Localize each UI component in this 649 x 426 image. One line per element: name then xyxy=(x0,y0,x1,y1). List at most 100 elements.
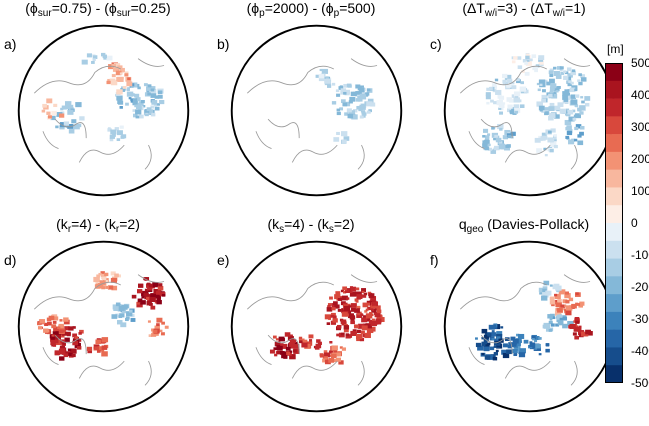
map-cell xyxy=(344,101,351,107)
map-cell xyxy=(565,112,571,117)
map-cell xyxy=(356,313,363,318)
map-cell xyxy=(556,314,563,320)
map-cell xyxy=(491,338,495,341)
map-cell xyxy=(501,73,508,79)
map-cell xyxy=(358,323,365,329)
map-cell xyxy=(581,100,585,104)
map-cell xyxy=(574,113,582,119)
map-cell xyxy=(51,334,57,339)
colorbar-segment xyxy=(605,98,623,117)
map-cell xyxy=(372,301,379,307)
map-cell xyxy=(128,309,133,313)
map-cell xyxy=(354,298,359,302)
map-cell xyxy=(523,89,529,94)
map-cell xyxy=(328,350,333,354)
map-cell xyxy=(494,145,500,151)
map-cell xyxy=(515,338,522,343)
map-cell xyxy=(137,283,144,288)
map-cell xyxy=(502,343,508,348)
map-cell xyxy=(490,99,494,103)
map-cell xyxy=(150,88,155,92)
map-cell xyxy=(564,119,572,126)
map-cell xyxy=(125,102,129,106)
map-cell xyxy=(341,295,348,301)
map-cell xyxy=(562,299,568,304)
map-cell xyxy=(490,332,497,337)
map-cell xyxy=(151,328,155,332)
map-cell xyxy=(156,299,162,305)
coastline xyxy=(144,360,152,386)
map-cell xyxy=(136,302,143,308)
map-cell xyxy=(555,301,562,308)
map-cell xyxy=(325,76,329,80)
map-cell xyxy=(499,127,503,131)
map-cell xyxy=(53,339,59,344)
map-cell xyxy=(525,61,532,66)
map-cell xyxy=(293,344,300,349)
map-cell xyxy=(487,342,491,346)
map-cell xyxy=(101,337,109,343)
map-cell xyxy=(59,333,65,338)
map-cell xyxy=(146,296,151,300)
map-cell xyxy=(526,59,530,62)
colorbar-segment xyxy=(605,169,623,188)
map-cell xyxy=(574,88,578,92)
map-cell xyxy=(369,311,373,315)
coastline xyxy=(570,360,578,386)
map-cell xyxy=(579,301,585,306)
map-cell xyxy=(538,353,542,356)
map-boundary-circle xyxy=(443,24,616,197)
map-cell xyxy=(512,348,518,354)
map-cell xyxy=(362,323,367,327)
map-cell xyxy=(542,135,548,140)
map-cell xyxy=(116,76,122,82)
map-panel-f: qgeo (Davies-Pollack) f) xyxy=(426,216,622,416)
map-cell xyxy=(550,323,555,327)
map-cell xyxy=(567,109,574,115)
map-cell xyxy=(117,65,123,70)
map-cell xyxy=(511,107,517,112)
map-cell xyxy=(567,67,572,71)
map-cell xyxy=(517,65,523,69)
map-cell xyxy=(567,73,573,78)
map-cell xyxy=(291,339,297,344)
map-cell xyxy=(565,291,569,295)
map-cell xyxy=(365,308,369,311)
map-cell xyxy=(147,109,154,114)
map-cell xyxy=(157,94,163,99)
map-cell xyxy=(50,336,55,340)
map-cell xyxy=(539,292,543,295)
map-cell xyxy=(541,98,547,103)
map-cell xyxy=(486,87,491,91)
map-cell xyxy=(324,78,331,84)
map-cell xyxy=(344,89,350,95)
map-cell xyxy=(42,103,47,108)
map-cell xyxy=(549,102,555,107)
map-cell xyxy=(580,126,585,130)
map-cell xyxy=(549,90,554,93)
map-cell xyxy=(140,99,145,104)
map-cell xyxy=(572,332,577,336)
map-cell xyxy=(68,104,74,109)
map-cell xyxy=(531,54,537,59)
map-cell xyxy=(150,305,156,310)
map-cell xyxy=(570,70,577,76)
colorbar-segment xyxy=(605,276,623,295)
map-cell xyxy=(122,85,127,89)
map-cell xyxy=(548,70,554,75)
map-cell xyxy=(146,282,151,286)
map-cell xyxy=(553,283,560,289)
map-cell xyxy=(374,305,381,311)
map-cell xyxy=(483,337,489,342)
map-cell xyxy=(92,58,96,61)
map-cell xyxy=(281,343,288,349)
coastline xyxy=(246,65,334,94)
map-cell xyxy=(114,273,119,278)
map-cell xyxy=(513,353,518,357)
map-cell xyxy=(506,108,512,113)
map-cell xyxy=(493,101,498,105)
map-cell xyxy=(365,92,370,96)
map-cell xyxy=(494,134,498,138)
map-cell xyxy=(565,305,573,311)
map-cell xyxy=(536,82,540,86)
